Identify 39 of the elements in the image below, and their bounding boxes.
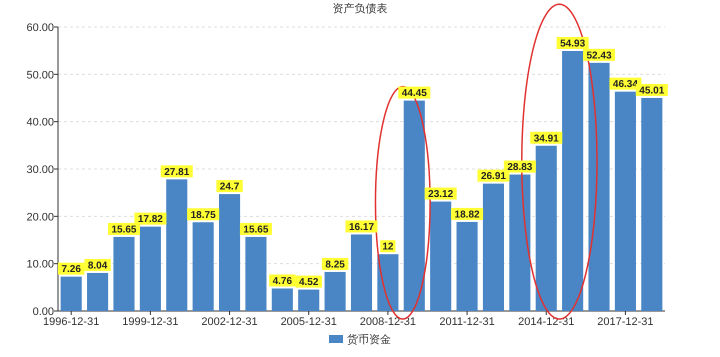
data-label: 18.82	[454, 209, 480, 220]
x-tick-label: 1996-12-31	[43, 316, 100, 328]
data-label: 18.75	[190, 210, 216, 221]
x-tick-label: 1999-12-31	[122, 316, 179, 328]
y-tick-label: 50.00	[26, 69, 54, 82]
y-tick-label: 0.00	[32, 306, 54, 318]
y-tick-label: 40.00	[26, 116, 54, 129]
data-label: 52.43	[586, 50, 612, 62]
data-label: 4.76	[272, 276, 292, 287]
data-label: 15.65	[243, 224, 269, 236]
x-tick-label: 2011-12-31	[439, 316, 495, 328]
data-label: 7.26	[61, 264, 82, 276]
y-tick-label: 20.00	[26, 211, 54, 224]
data-label: 17.82	[138, 214, 164, 226]
x-tick-label: 2005-12-31	[280, 316, 337, 328]
y-tick-label: 30.00	[26, 164, 54, 176]
data-label: 34.91	[534, 133, 560, 144]
data-label: 54.93	[560, 38, 586, 50]
data-label: 23.12	[428, 189, 454, 200]
data-label: 24.7	[220, 182, 240, 193]
data-label: 27.81	[164, 166, 190, 178]
data-label: 12	[382, 242, 394, 253]
x-tick-label: 2014-12-31	[518, 316, 574, 328]
data-label: 15.65	[111, 224, 137, 236]
data-label: 8.25	[325, 259, 346, 270]
x-tick-label: 2017-12-31	[597, 316, 654, 328]
data-label: 28.83	[507, 162, 533, 174]
chart-title: 资产负债表	[332, 2, 388, 15]
data-label: 4.52	[298, 277, 319, 288]
data-label: 26.91	[480, 171, 506, 182]
y-tick-label: 60.00	[26, 22, 54, 34]
y-tick-label: 10.00	[26, 258, 54, 271]
data-label: 16.17	[348, 222, 374, 233]
data-label: 44.45	[402, 88, 428, 100]
legend-label: 货币资金	[347, 333, 391, 346]
data-label: 45.01	[639, 85, 665, 96]
x-tick-label: 2008-12-31	[360, 316, 416, 328]
data-label: 8.04	[88, 260, 108, 272]
x-tick-label: 2002-12-31	[201, 316, 258, 328]
